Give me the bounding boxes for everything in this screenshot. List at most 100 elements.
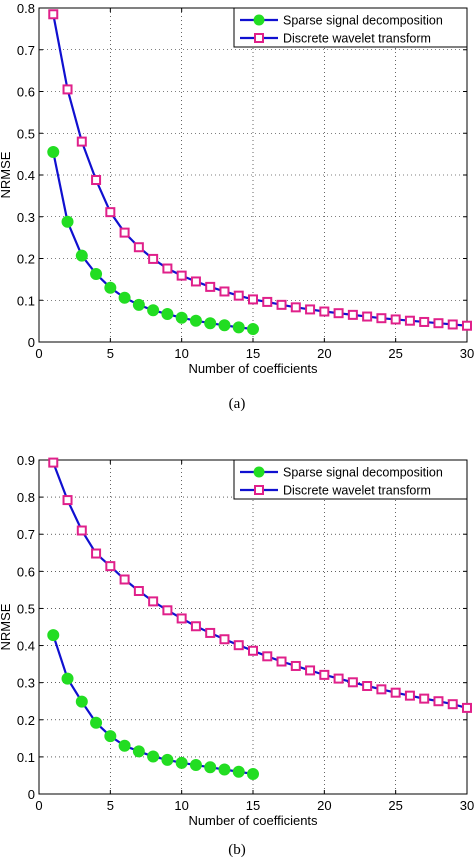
data-point-dwt	[190, 621, 201, 632]
data-point-dwt	[390, 687, 401, 698]
legend-box	[233, 459, 468, 500]
data-point-dwt	[276, 299, 287, 310]
data-point-dwt	[333, 308, 344, 319]
legend-marker-sparse	[253, 466, 265, 478]
data-point-dwt	[62, 495, 73, 506]
data-point-sparse	[47, 146, 60, 159]
data-point-sparse	[189, 314, 202, 327]
legend: Sparse signal decomposition Discrete wave…	[233, 7, 468, 48]
y-tick-label: 0.5	[17, 126, 35, 141]
data-point-dwt	[276, 656, 287, 667]
data-point-dwt	[462, 702, 472, 713]
y-tick-label: 0.6	[17, 85, 35, 100]
x-tick-label: 0	[35, 346, 42, 361]
data-point-dwt	[462, 320, 472, 331]
data-point-sparse	[118, 291, 131, 304]
x-tick-label: 25	[388, 798, 402, 813]
data-point-dwt	[119, 227, 130, 238]
y-tick-label: 0.8	[17, 490, 35, 505]
data-point-dwt	[319, 669, 330, 680]
data-point-dwt	[133, 586, 144, 597]
data-point-dwt	[248, 294, 258, 305]
data-point-dwt	[233, 640, 244, 651]
data-point-sparse	[161, 308, 174, 321]
data-point-sparse	[218, 763, 231, 776]
data-point-dwt	[376, 684, 387, 695]
legend-box	[233, 7, 468, 48]
data-point-dwt	[91, 175, 102, 186]
data-point-dwt	[119, 574, 130, 585]
data-point-sparse	[175, 756, 188, 769]
x-tick-label: 20	[317, 346, 331, 361]
data-point-dwt	[248, 645, 258, 656]
y-tick-label: 0.3	[17, 676, 35, 691]
data-point-dwt	[433, 696, 444, 707]
data-point-dwt	[48, 457, 59, 468]
legend-marker-sparse	[253, 14, 265, 26]
data-point-dwt	[76, 136, 87, 147]
y-tick-label: 0.3	[17, 210, 35, 225]
data-point-dwt	[447, 699, 458, 710]
data-point-sparse	[218, 319, 231, 332]
legend-label-dwt: Discrete wavelet transform	[283, 32, 431, 46]
x-tick-label: 0	[35, 798, 42, 813]
data-point-dwt	[105, 561, 116, 572]
data-point-dwt	[419, 316, 430, 327]
x-tick-label: 30	[460, 798, 474, 813]
x-tick-label: 10	[174, 798, 188, 813]
data-point-sparse	[47, 629, 60, 642]
data-point-dwt	[219, 634, 230, 645]
x-tick-label: 20	[317, 798, 331, 813]
x-tick-label: 30	[460, 346, 474, 361]
data-point-dwt	[105, 207, 116, 218]
data-point-dwt	[404, 690, 415, 701]
data-point-dwt	[233, 290, 244, 301]
data-point-dwt	[433, 318, 444, 329]
data-point-sparse	[104, 281, 117, 294]
data-point-sparse	[232, 765, 245, 778]
data-point-sparse	[247, 767, 259, 780]
data-point-dwt	[362, 311, 373, 322]
legend: Sparse signal decomposition Discrete wave…	[233, 459, 468, 500]
data-point-sparse	[204, 761, 217, 774]
data-point-dwt	[190, 276, 201, 287]
data-point-sparse	[104, 730, 117, 743]
data-point-dwt	[376, 313, 387, 324]
axes-box	[38, 459, 468, 795]
data-point-dwt	[262, 296, 273, 307]
series-line-sparse	[52, 151, 254, 331]
y-tick-label: 0.5	[17, 601, 35, 616]
y-tick-label: 0	[28, 787, 35, 802]
data-point-sparse	[175, 311, 188, 324]
data-point-dwt	[290, 302, 301, 313]
data-point-dwt	[162, 605, 173, 616]
data-point-dwt	[319, 306, 330, 317]
data-point-sparse	[161, 753, 174, 766]
legend-marker-dwt	[254, 485, 264, 495]
data-point-dwt	[347, 309, 358, 320]
data-point-dwt	[404, 315, 415, 326]
data-point-dwt	[333, 673, 344, 684]
data-point-sparse	[90, 267, 103, 280]
data-point-dwt	[62, 84, 73, 95]
y-axis-label: NRMSE	[0, 603, 13, 650]
data-point-dwt	[219, 286, 230, 297]
y-tick-label: 0	[28, 335, 35, 350]
legend-label-dwt: Discrete wavelet transform	[283, 484, 431, 498]
data-point-sparse	[147, 304, 160, 317]
y-tick-label: 0.8	[17, 1, 35, 16]
data-point-sparse	[132, 298, 145, 311]
x-tick-label: 5	[107, 798, 114, 813]
y-tick-label: 0.9	[17, 453, 35, 468]
y-tick-label: 0.4	[17, 639, 35, 654]
y-tick-label: 0.1	[17, 750, 35, 765]
data-point-dwt	[305, 304, 316, 315]
data-point-sparse	[189, 759, 202, 772]
data-point-sparse	[132, 745, 145, 758]
y-axis-label: NRMSE	[0, 151, 13, 198]
data-point-dwt	[390, 314, 401, 325]
legend-label-sparse: Sparse signal decomposition	[283, 14, 443, 28]
data-point-dwt	[148, 253, 159, 264]
data-point-dwt	[362, 681, 373, 692]
data-point-sparse	[75, 249, 88, 262]
